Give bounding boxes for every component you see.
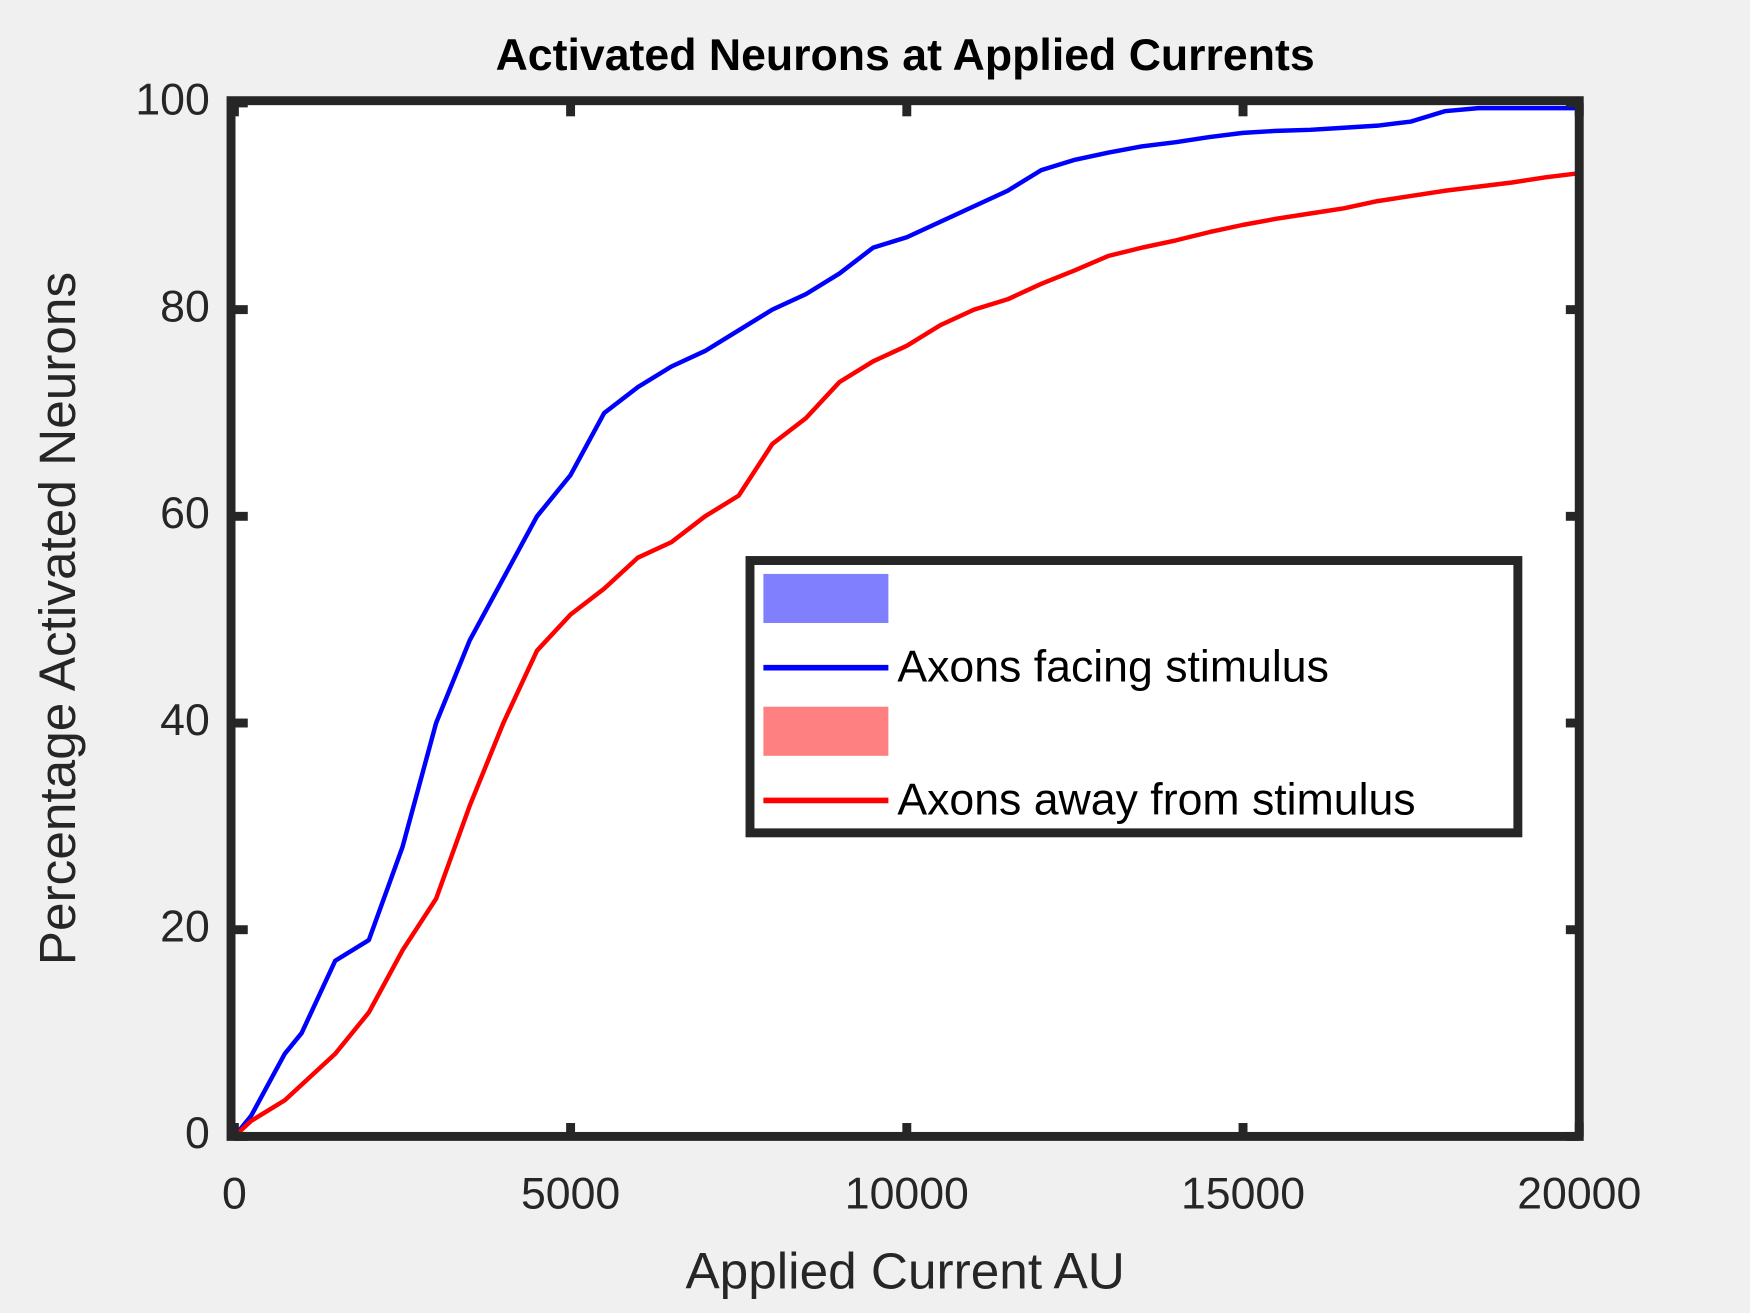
x-tick-label: 15000 bbox=[1181, 1169, 1305, 1218]
y-tick-label: 100 bbox=[135, 76, 209, 125]
x-tick-label: 10000 bbox=[845, 1169, 969, 1218]
y-axis-label: Percentage Activated Neurons bbox=[29, 272, 86, 965]
y-tick-label: 80 bbox=[160, 282, 210, 331]
y-tick-label: 0 bbox=[185, 1109, 210, 1158]
y-tick-label: 40 bbox=[160, 696, 210, 745]
legend-patch bbox=[763, 573, 889, 624]
y-tick-label: 20 bbox=[160, 903, 210, 952]
legend-label: Axons facing stimulus bbox=[897, 643, 1329, 692]
x-tick-label: 5000 bbox=[521, 1169, 620, 1218]
series-line bbox=[232, 170, 1580, 1139]
axes-frame bbox=[226, 96, 1584, 1141]
x-tick-label: 0 bbox=[222, 1169, 247, 1218]
series-line bbox=[232, 105, 1580, 1138]
y-tick-label: 60 bbox=[160, 489, 210, 538]
x-axis-label: Applied Current AU bbox=[685, 1242, 1124, 1299]
chart-title: Activated Neurons at Applied Currents bbox=[496, 31, 1315, 80]
x-tick-label: 20000 bbox=[1517, 1169, 1641, 1218]
legend-patch bbox=[763, 706, 889, 756]
legend-label: Axons away from stimulus bbox=[897, 776, 1415, 825]
